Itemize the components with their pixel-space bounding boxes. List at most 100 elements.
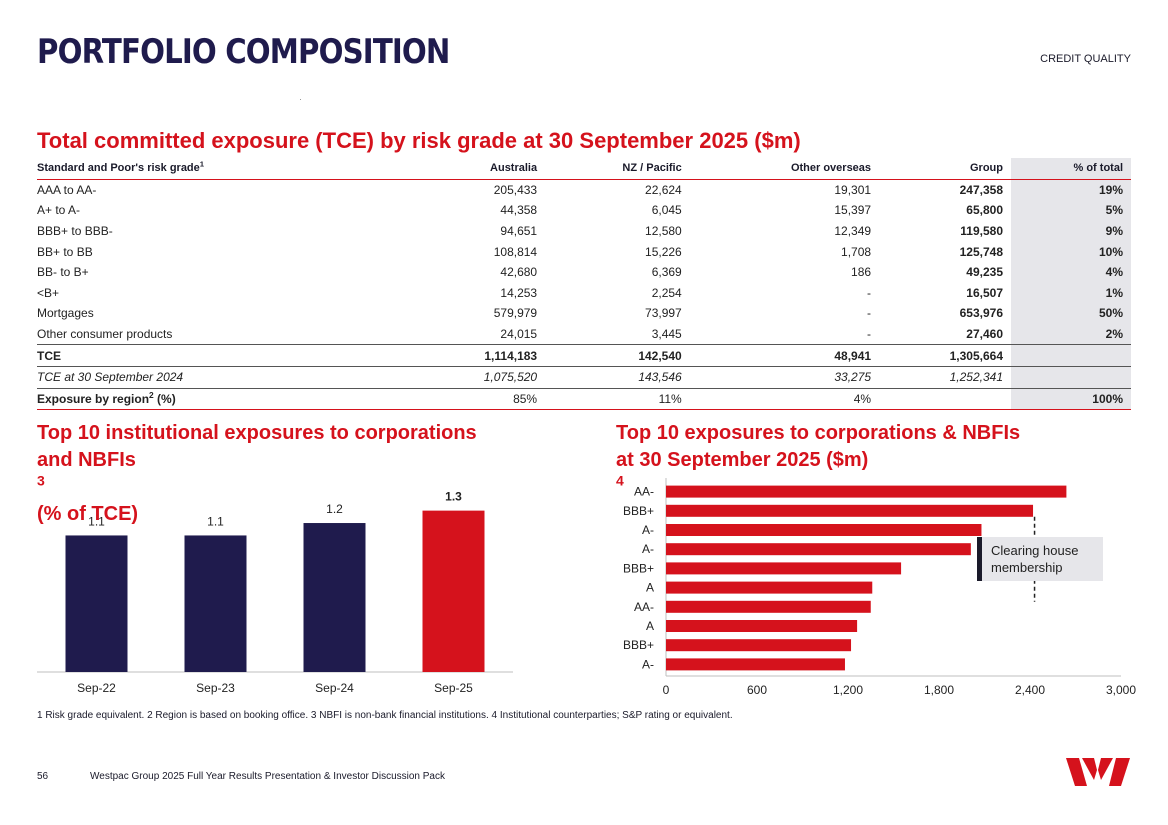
cell-grade: AAA to AA-: [37, 182, 97, 197]
cell-overseas: 15,397: [834, 203, 872, 218]
cell-grade: BB- to B+: [37, 265, 89, 280]
hbar-8: [666, 639, 852, 652]
y-tick-label: BBB+: [623, 638, 654, 652]
tce-prior-row: TCE at 30 September 2024 1,075,520 143,5…: [37, 366, 1131, 389]
cell-overseas: -: [867, 306, 872, 321]
cell-pct: 9%: [1011, 220, 1131, 242]
cell-australia: 1,114,183: [413, 344, 546, 367]
header-group: Group: [879, 158, 1011, 180]
x-tick-label: 1,800: [924, 683, 954, 697]
cell-australia: 85%: [413, 387, 546, 411]
cell-grade: <B+: [37, 285, 60, 300]
cell-nz: 143,546: [638, 370, 682, 385]
cell-overseas: 4%: [689, 387, 880, 411]
cell-grade: Other consumer products: [37, 327, 173, 342]
cell-pct: [1011, 366, 1131, 389]
header-grade: Standard and Poor's risk grade1: [37, 158, 414, 180]
y-tick-label: AA-: [634, 600, 654, 614]
table-row: BB- to B+ 42,680 6,369 186 49,235 4%: [37, 261, 1131, 283]
cell-group: 49,235: [966, 265, 1003, 280]
cell-group: [879, 387, 1011, 411]
hbar-7: [666, 620, 858, 632]
cell-nz: 73,997: [645, 306, 682, 321]
hbar-6: [666, 600, 871, 613]
x-tick-label: Sep-25: [434, 681, 473, 695]
table-row: Other consumer products 24,015 3,445 - 27,46…: [37, 323, 1131, 345]
cell-grade: BBB+ to BBB-: [37, 224, 113, 239]
x-tick-label: 1,200: [833, 683, 863, 697]
hbar-5: [666, 581, 873, 594]
cell-group: 119,580: [960, 224, 1003, 239]
bar-Sep-25: [422, 510, 485, 672]
cell-group: 65,800: [966, 203, 1003, 218]
cell-nz: 6,369: [651, 265, 682, 280]
tce-table: Standard and Poor's risk grade1 Australi…: [37, 158, 1131, 411]
y-tick-label: AA-: [634, 485, 654, 499]
right-chart-heading: Top 10 exposures to corporations & NBFIs…: [616, 422, 1021, 489]
westpac-logo-icon: [1066, 758, 1130, 786]
cell-nz: 3,445: [651, 327, 682, 342]
y-tick-label: A-: [642, 542, 654, 556]
cell-nz: 15,226: [645, 244, 682, 259]
cell-overseas: 33,275: [834, 370, 872, 385]
left-bar-chart: 1.1 Sep-22 1.1 Sep-23 1.2 Sep-24 1.3 Sep-25: [37, 490, 513, 695]
table-row: BB+ to BB 108,814 15,226 1,708 125,748 10%: [37, 241, 1131, 262]
cell-overseas: 48,941: [689, 344, 880, 367]
cell-australia: 24,015: [500, 327, 538, 342]
cell-group: 1,305,664: [879, 344, 1011, 367]
cell-grade: TCE: [37, 344, 414, 367]
cell-overseas: -: [867, 285, 872, 300]
bar-Sep-22: [65, 535, 128, 672]
marker-dot: [300, 99, 301, 100]
cell-group: 653,976: [959, 306, 1003, 321]
cell-grade: A+ to A-: [37, 203, 81, 218]
y-tick-label: A: [646, 581, 654, 595]
cell-grade: TCE at 30 September 2024: [37, 370, 184, 385]
x-tick-label: 0: [663, 683, 670, 697]
y-tick-label: BBB+: [623, 561, 654, 575]
data-label: 1.2: [326, 502, 343, 516]
region-row: Exposure by region2 (%) 85% 11% 4% 100%: [37, 387, 1131, 411]
cell-australia: 205,433: [493, 182, 538, 197]
clearing-house-callout: Clearing house membership: [977, 537, 1103, 581]
cell-australia: 14,253: [500, 285, 538, 300]
header-pct: % of total: [1011, 158, 1131, 180]
x-tick-label: Sep-23: [196, 681, 235, 695]
cell-nz: 142,540: [545, 344, 690, 367]
cell-grade: BB+ to BB: [37, 244, 93, 259]
table-row: BBB+ to BBB- 94,651 12,580 12,349 119,580 9%: [37, 220, 1131, 242]
cell-overseas: 1,708: [841, 244, 872, 259]
page-number: 56: [37, 771, 49, 782]
cell-nz: 6,045: [651, 203, 682, 218]
header-overseas: Other overseas: [689, 158, 880, 180]
cell-nz: 2,254: [651, 285, 682, 300]
header-australia: Australia: [413, 158, 546, 180]
cell-australia: 579,979: [493, 306, 538, 321]
y-tick-label: A: [646, 619, 654, 633]
table-row: A+ to A- 44,358 6,045 15,397 65,800 5%: [37, 200, 1131, 221]
table-row: AAA to AA- 205,433 22,624 19,301 247,358 19%: [37, 179, 1131, 201]
hbar-1: [666, 504, 1034, 517]
data-label: 1.1: [88, 514, 105, 528]
cell-pct: [1011, 344, 1131, 367]
cell-australia: 94,651: [500, 224, 538, 239]
page-title: PORTFOLIO COMPOSITION: [37, 32, 450, 72]
x-tick-label: 600: [747, 683, 767, 697]
cell-pct: 100%: [1011, 387, 1131, 411]
tce-total-row: TCE 1,114,183 142,540 48,941 1,305,664: [37, 344, 1131, 367]
cell-pct: 19%: [1011, 179, 1131, 201]
data-label: 1.3: [445, 490, 462, 504]
cell-overseas: 186: [851, 265, 872, 280]
hbar-4: [666, 562, 902, 575]
cell-overseas: -: [867, 327, 872, 342]
table-row: <B+ 14,253 2,254 - 16,507 1%: [37, 282, 1131, 304]
table-header-row: Standard and Poor's risk grade1 Australi…: [37, 158, 1131, 180]
cell-pct: 1%: [1011, 282, 1131, 304]
y-tick-label: BBB+: [623, 504, 654, 518]
hbar-2: [666, 524, 982, 536]
cell-group: 125,748: [959, 244, 1003, 259]
cell-nz: 12,580: [645, 224, 682, 239]
y-tick-label: A-: [642, 523, 654, 537]
cell-overseas: 12,349: [834, 224, 872, 239]
cell-grade: Mortgages: [37, 306, 94, 321]
